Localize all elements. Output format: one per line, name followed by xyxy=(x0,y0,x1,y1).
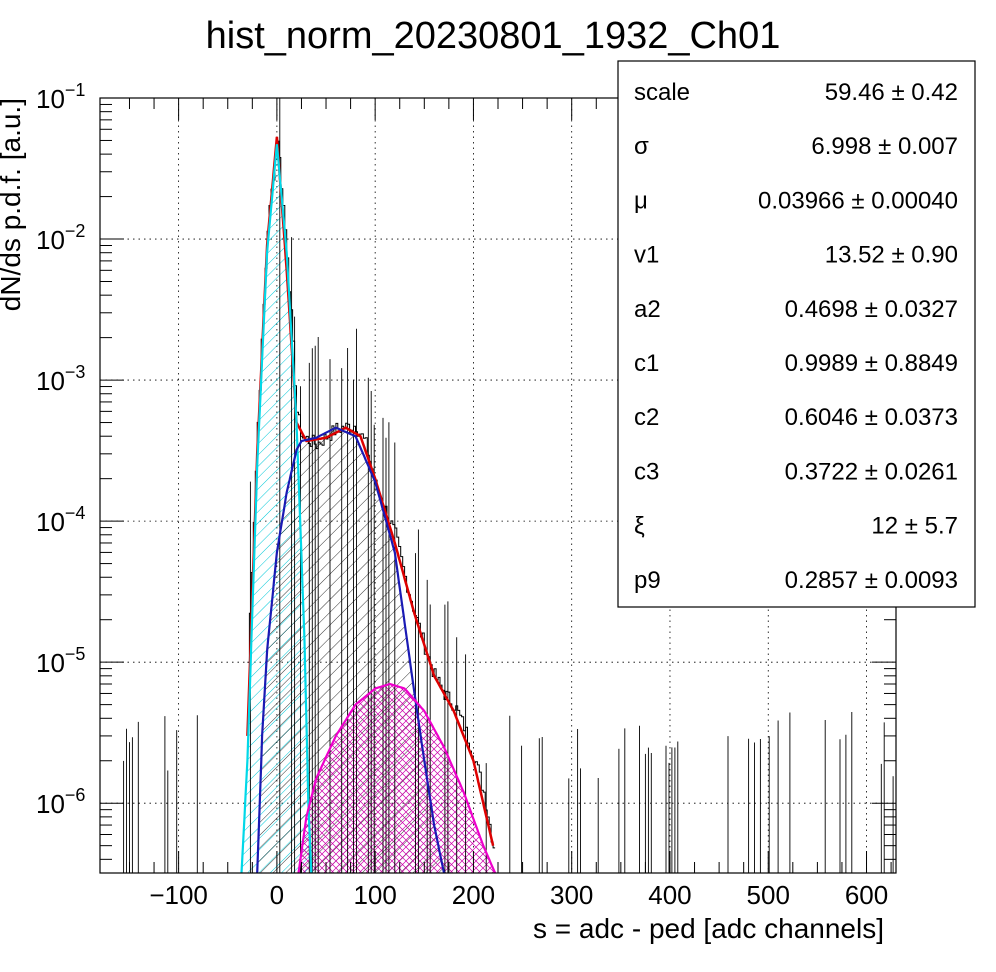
x-tick-label: 300 xyxy=(550,880,593,910)
curve-single-signal-component xyxy=(256,426,446,873)
stats-value: 6.998 ± 0.007 xyxy=(811,133,958,160)
curve-pedestal-component xyxy=(240,144,313,873)
stats-label: scale xyxy=(634,79,690,106)
stats-value: 12 ± 5.7 xyxy=(871,513,958,540)
curve-double-signal-component xyxy=(297,682,497,873)
stats-label: a2 xyxy=(634,296,661,323)
stats-value: 0.6046 ± 0.0373 xyxy=(785,404,958,431)
x-tick-label: 100 xyxy=(353,880,396,910)
chart-title: hist_norm_20230801_1932_Ch01 xyxy=(206,15,781,57)
y-tick-label: 10−3 xyxy=(36,362,85,396)
y-axis-title: dN/ds p.d.f. [a.u.] xyxy=(0,98,26,311)
stats-value: 0.3722 ± 0.0261 xyxy=(785,458,958,485)
stats-value: 0.03966 ± 0.00040 xyxy=(758,187,958,214)
stats-label: p9 xyxy=(634,567,661,594)
stats-box-frame xyxy=(617,60,976,608)
y-tick-label: 10−4 xyxy=(36,503,85,537)
y-tick-labels: 10−6 10−5 10−4 10−3 10−2 10−1 xyxy=(36,80,85,819)
stats-value: 0.4698 ± 0.0327 xyxy=(785,296,958,323)
stats-rows: scale 59.46 ± 0.42 σ 6.998 ± 0.007 μ 0.03966 … xyxy=(634,79,958,594)
histogram-bars xyxy=(123,98,894,873)
stats-box: scale 59.46 ± 0.42 σ 6.998 ± 0.007 μ 0.03966 … xyxy=(617,60,976,608)
x-tick-label: 600 xyxy=(845,880,888,910)
x-tick-label: −100 xyxy=(149,880,208,910)
stats-value: 59.46 ± 0.42 xyxy=(825,79,958,106)
stats-value: 0.2857 ± 0.0093 xyxy=(785,567,958,594)
x-tick-label: 0 xyxy=(270,880,284,910)
y-tick-label: 10−6 xyxy=(36,785,85,819)
stats-value: 0.9989 ± 0.8849 xyxy=(785,350,958,377)
stats-label: μ xyxy=(634,187,648,214)
stats-label: c3 xyxy=(634,458,659,485)
y-tick-label: 10−2 xyxy=(36,221,85,255)
stats-value: 13.52 ± 0.90 xyxy=(825,242,958,269)
x-tick-labels: −100 0 100 200 300 400 500 600 xyxy=(149,880,888,910)
y-tick-label: 10−1 xyxy=(36,80,85,114)
stats-label: ξ xyxy=(634,513,645,540)
x-tick-label: 200 xyxy=(452,880,495,910)
x-tick-label: 500 xyxy=(747,880,790,910)
stats-label: c2 xyxy=(634,404,659,431)
stats-label: σ xyxy=(634,133,649,160)
x-tick-label: 400 xyxy=(648,880,691,910)
stats-label: v1 xyxy=(634,242,659,269)
x-axis-title: s = adc - ped [adc channels] xyxy=(533,913,884,944)
fit-curves xyxy=(240,136,497,873)
y-tick-label: 10−5 xyxy=(36,644,85,678)
stats-label: c1 xyxy=(634,350,659,377)
